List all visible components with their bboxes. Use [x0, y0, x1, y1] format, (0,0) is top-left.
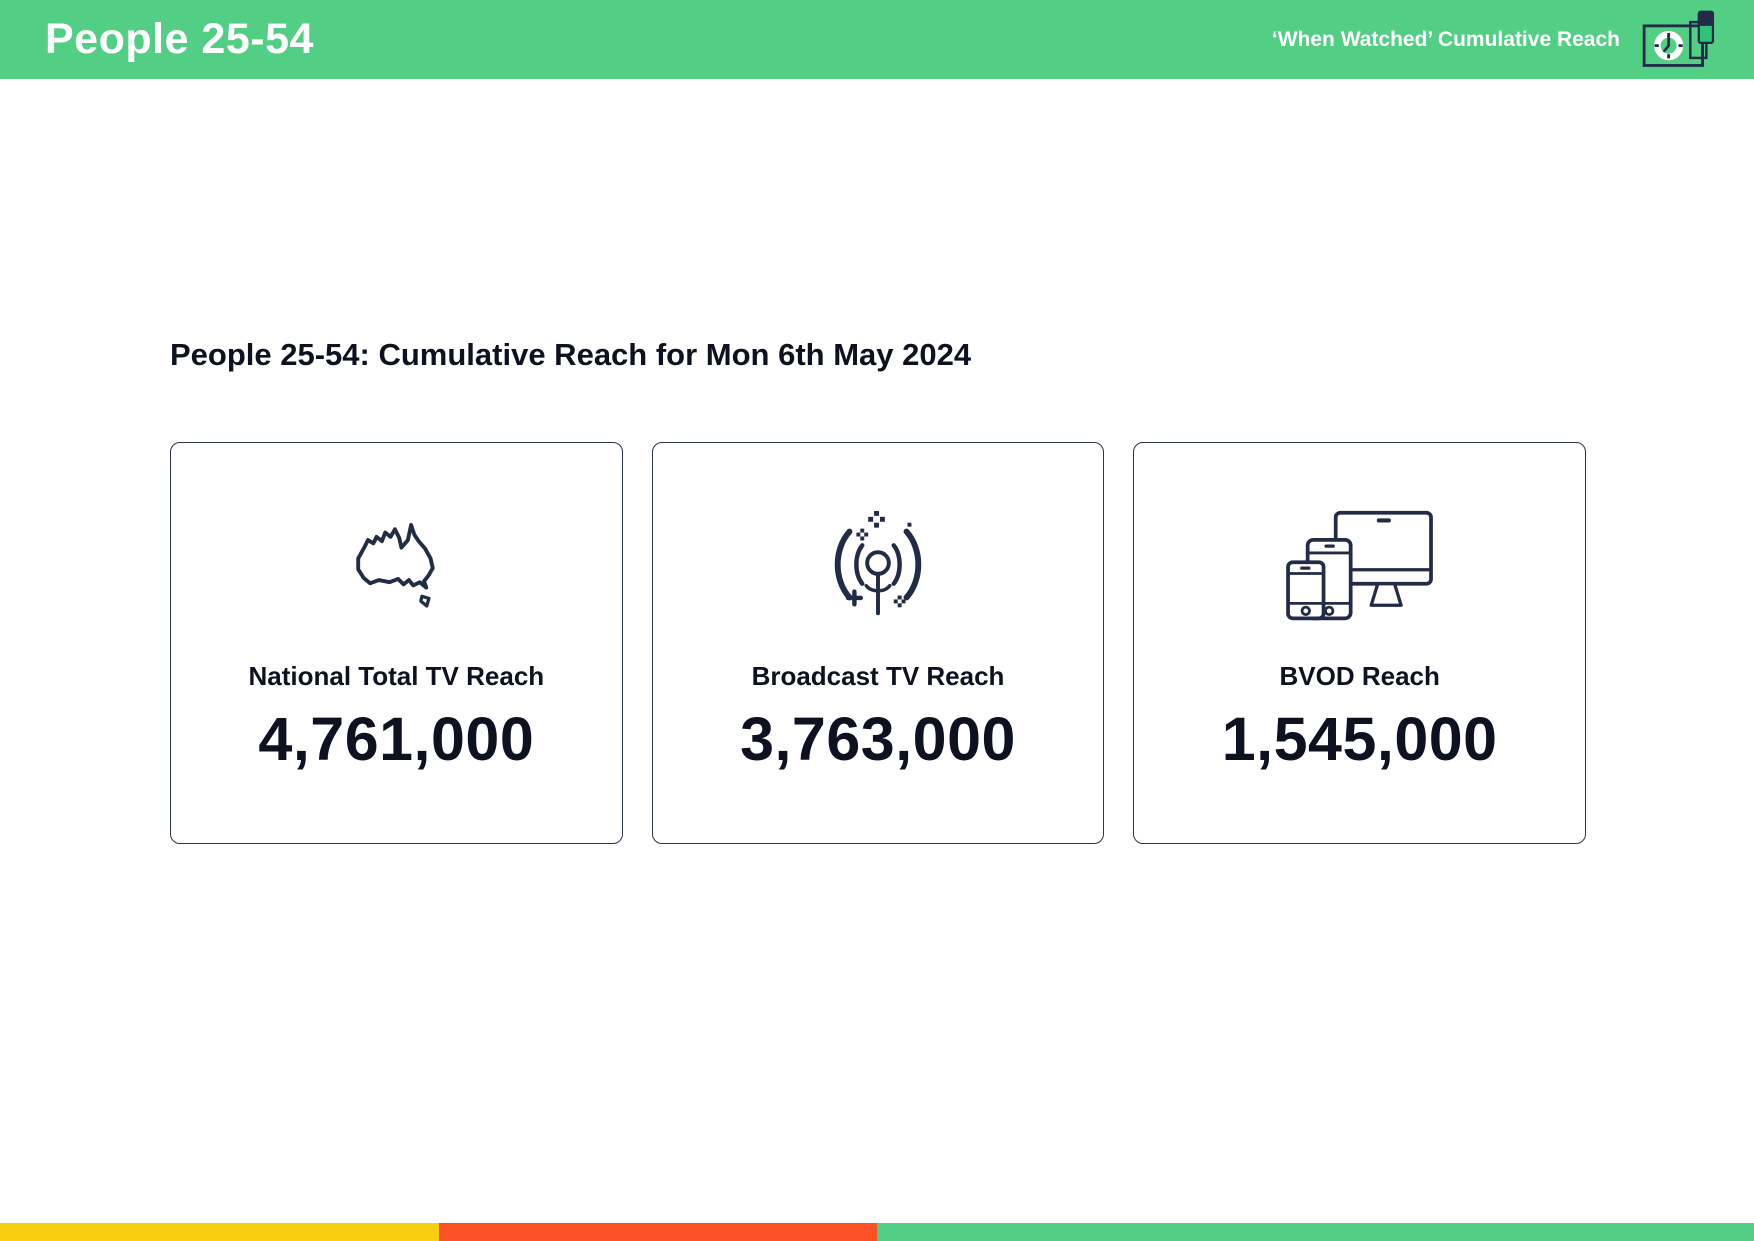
kpi-label: BVOD Reach [1279, 661, 1440, 691]
main-content: People 25-54: Cumulative Reach for Mon 6… [170, 79, 1587, 844]
header-subtitle: ‘When Watched’ Cumulative Reach [1271, 27, 1620, 51]
kpi-cards-row: National Total TV Reach 4,761,000 [170, 442, 1587, 844]
footer-brand-bar [0, 1223, 1754, 1241]
kpi-value: 3,763,000 [740, 705, 1016, 773]
australia-map-icon [335, 507, 457, 625]
footer-segment-red [438, 1223, 877, 1241]
page-title: People 25-54 [45, 15, 314, 63]
kpi-card-national-total-tv: National Total TV Reach 4,761,000 [170, 442, 623, 844]
footer-segment-yellow [0, 1223, 439, 1241]
footer-segment-green [877, 1223, 1754, 1241]
devices-icon [1285, 507, 1435, 625]
section-heading: People 25-54: Cumulative Reach for Mon 6… [170, 337, 972, 372]
kpi-label: Broadcast TV Reach [751, 661, 1005, 691]
kpi-label: National Total TV Reach [248, 661, 545, 691]
kpi-card-broadcast-tv: Broadcast TV Reach 3,763,000 [651, 442, 1105, 844]
broadcast-antenna-icon [819, 507, 937, 625]
header-right-group: ‘When Watched’ Cumulative Reach [1272, 7, 1720, 73]
kpi-value: 1,545,000 [1221, 705, 1498, 773]
kpi-value: 4,761,000 [258, 705, 535, 773]
kpi-card-bvod: BVOD Reach 1,545,000 [1133, 442, 1587, 844]
when-watched-clock-icon [1638, 7, 1720, 73]
header-bar: People 25-54 ‘When Watched’ Cumulative R… [0, 0, 1754, 79]
